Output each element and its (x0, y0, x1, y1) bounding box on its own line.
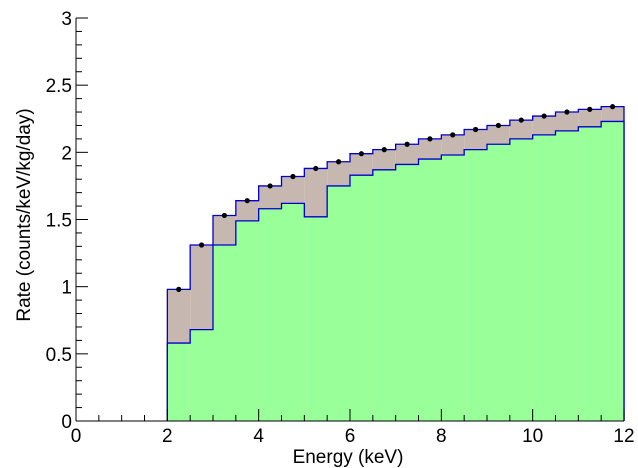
y-tick-label-2: 1 (61, 278, 72, 299)
green-bar-8 (350, 175, 373, 421)
x-tick-label-3: 6 (345, 426, 356, 447)
y-tick-label-0: 0 (61, 412, 72, 433)
data-point-6 (313, 165, 319, 172)
data-point-16 (541, 113, 547, 119)
data-point-12 (450, 132, 456, 138)
data-point-7 (335, 159, 342, 165)
data-point-8 (358, 151, 365, 157)
data-point-4 (267, 183, 273, 189)
y-tick-label-6: 3 (61, 9, 72, 30)
green-bar-16 (532, 134, 556, 421)
x-tick-label-2: 4 (253, 426, 264, 447)
x-tick-label-0: 0 (71, 426, 82, 447)
green-bar-15 (509, 138, 533, 421)
green-outline (166, 120, 625, 421)
data-point-10 (404, 141, 410, 147)
y-axis-title: Rate (counts/keV/kg/day) (14, 108, 35, 321)
green-bar-19 (601, 121, 624, 421)
green-bar-12 (441, 155, 465, 421)
y-tick-label-5: 2.5 (46, 76, 72, 97)
data-point-0 (176, 286, 182, 292)
green-histogram (166, 120, 625, 422)
x-axis-title: Energy (keV) (293, 447, 404, 468)
y-tick-label-3: 1.5 (46, 211, 72, 232)
data-points (176, 104, 616, 292)
data-point-14 (495, 122, 502, 129)
green-bar-10 (395, 164, 419, 421)
data-point-19 (609, 104, 616, 110)
data-point-11 (427, 136, 433, 142)
x-tick-label-4: 8 (436, 426, 447, 447)
green-bar-2 (213, 245, 236, 421)
data-point-13 (472, 126, 479, 133)
green-bar-5 (281, 203, 305, 421)
green-bar-7 (327, 185, 350, 421)
green-bar-0 (167, 343, 191, 421)
data-point-18 (587, 106, 593, 112)
green-bar-4 (258, 208, 282, 421)
y-tick-label-1: 0.5 (46, 345, 72, 366)
green-bar-6 (304, 216, 328, 421)
data-point-1 (198, 242, 205, 248)
green-bar-18 (578, 126, 602, 421)
green-bar-1 (190, 329, 213, 421)
green-bar-3 (235, 220, 259, 421)
x-tick-label-5: 10 (522, 426, 543, 447)
data-point-5 (290, 173, 296, 180)
y-tick-label-4: 2 (61, 143, 72, 164)
green-bar-13 (464, 149, 487, 421)
x-tick-label-6: 12 (613, 426, 634, 447)
green-bar-9 (372, 169, 396, 421)
data-point-17 (564, 109, 570, 115)
data-point-3 (244, 198, 250, 204)
axes: 0 2 4 6 8 10 12 0 0.5 1 1.5 2 2.5 3 (46, 9, 635, 447)
green-bar-17 (555, 130, 579, 421)
x-tick-label-1: 2 (162, 426, 173, 447)
data-point-9 (381, 147, 387, 153)
total-outline (166, 106, 625, 421)
data-point-15 (518, 117, 524, 123)
green-bar-11 (418, 159, 442, 422)
data-point-2 (221, 212, 228, 219)
green-bar-14 (487, 144, 510, 422)
